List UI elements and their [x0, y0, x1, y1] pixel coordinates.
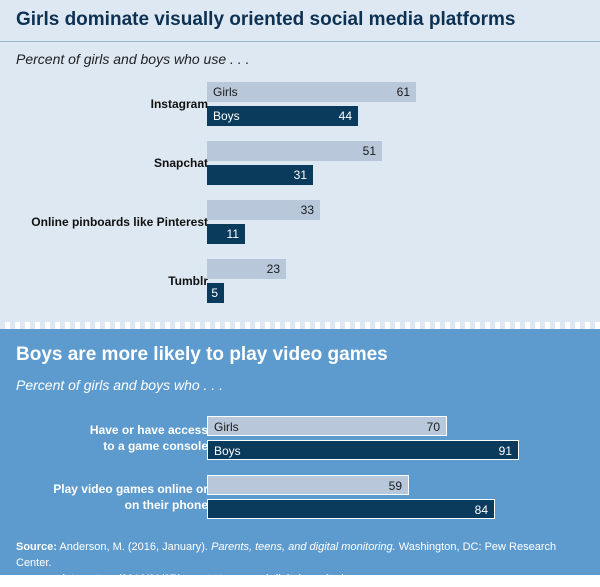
bar-girls-snapchat: 51 — [207, 141, 382, 161]
value-label: 33 — [300, 203, 314, 217]
bar-girls-play-video-games-online-or-on-their-phone: 59 — [207, 475, 409, 495]
source-label: Source: — [16, 541, 57, 553]
bar-girls-instagram: Girls 61 — [207, 82, 416, 102]
source-publisher: Washington, DC: Pew Research Center. — [16, 541, 557, 569]
bar-boys-tumblr: 5 — [207, 283, 224, 303]
category-label-line: Instagram — [150, 97, 208, 111]
bar-boys-instagram: Boys 44 — [207, 106, 358, 126]
bar-boys-online-pinboards-like-pinterest: 11 — [207, 224, 245, 244]
bar-girls-tumblr: 23 — [207, 259, 286, 279]
series-label-boys: Boys — [213, 109, 240, 123]
category-label-line: Play video games online or — [53, 482, 208, 496]
category-label-line: on their phone — [124, 498, 208, 512]
category-label-line: Online pinboards like Pinterest — [31, 215, 208, 229]
chart-title-social-media: Girls dominate visually oriented social … — [16, 9, 516, 30]
series-label-boys: Boys — [214, 444, 241, 458]
value-label: 23 — [266, 262, 280, 276]
source-note: Source: Anderson, M. (2016, January). Pa… — [16, 539, 591, 587]
value-label: 31 — [293, 168, 307, 182]
bar-boys-play-video-games-online-or-on-their-phone: 84 — [207, 499, 495, 519]
chart-subtitle-social-media: Percent of girls and boys who use . . . — [16, 51, 250, 67]
category-label-line: Tumblr — [168, 274, 208, 288]
value-label: 5 — [211, 286, 218, 300]
bar-boys-have-or-have-access-to-a-game-console: Boys 91 — [207, 440, 519, 460]
source-citation: Anderson, M. (2016, January). — [56, 541, 212, 553]
category-label-line: to a game console — [103, 439, 208, 453]
category-label-instagram: Instagram — [151, 96, 208, 112]
source-title: Parents, teens, and digital monitoring. — [211, 541, 396, 553]
chart-subtitle-video-games: Percent of girls and boys who . . . — [16, 377, 223, 393]
bar-girls-have-or-have-access-to-a-game-console: Girls 70 — [207, 416, 447, 436]
category-label-have-or-have-access-to-a-game-console: Have or have access to a game console — [90, 422, 208, 454]
category-label-play-video-games-online-or-on-their-phone: Play video games online or on their phone — [53, 481, 208, 513]
title-rule — [0, 41, 600, 42]
chart-title-video-games: Boys are more likely to play video games — [16, 344, 388, 365]
series-label-girls: Girls — [213, 85, 238, 99]
value-label: 84 — [474, 503, 488, 517]
value-label: 70 — [426, 420, 440, 434]
series-label-girls: Girls — [214, 420, 239, 434]
category-label-tumblr: Tumblr — [168, 273, 208, 289]
dashed-divider — [0, 322, 600, 329]
value-label: 91 — [498, 444, 512, 458]
category-label-online-pinboards-like-pinterest: Online pinboards like Pinterest — [31, 214, 208, 230]
category-label-line: Snapchat — [153, 156, 208, 170]
value-label: 51 — [362, 144, 376, 158]
infographic: Girls dominate visually oriented social … — [0, 0, 600, 575]
bar-boys-snapchat: 31 — [207, 165, 313, 185]
value-label: 59 — [388, 479, 402, 493]
category-label-line: Have or have access — [89, 423, 208, 437]
bar-girls-online-pinboards-like-pinterest: 33 — [207, 200, 320, 220]
top-panel — [0, 0, 600, 322]
value-label: 44 — [338, 109, 352, 123]
category-label-snapchat: Snapchat — [154, 155, 208, 171]
value-label: 61 — [396, 85, 410, 99]
value-label: 11 — [226, 227, 239, 241]
